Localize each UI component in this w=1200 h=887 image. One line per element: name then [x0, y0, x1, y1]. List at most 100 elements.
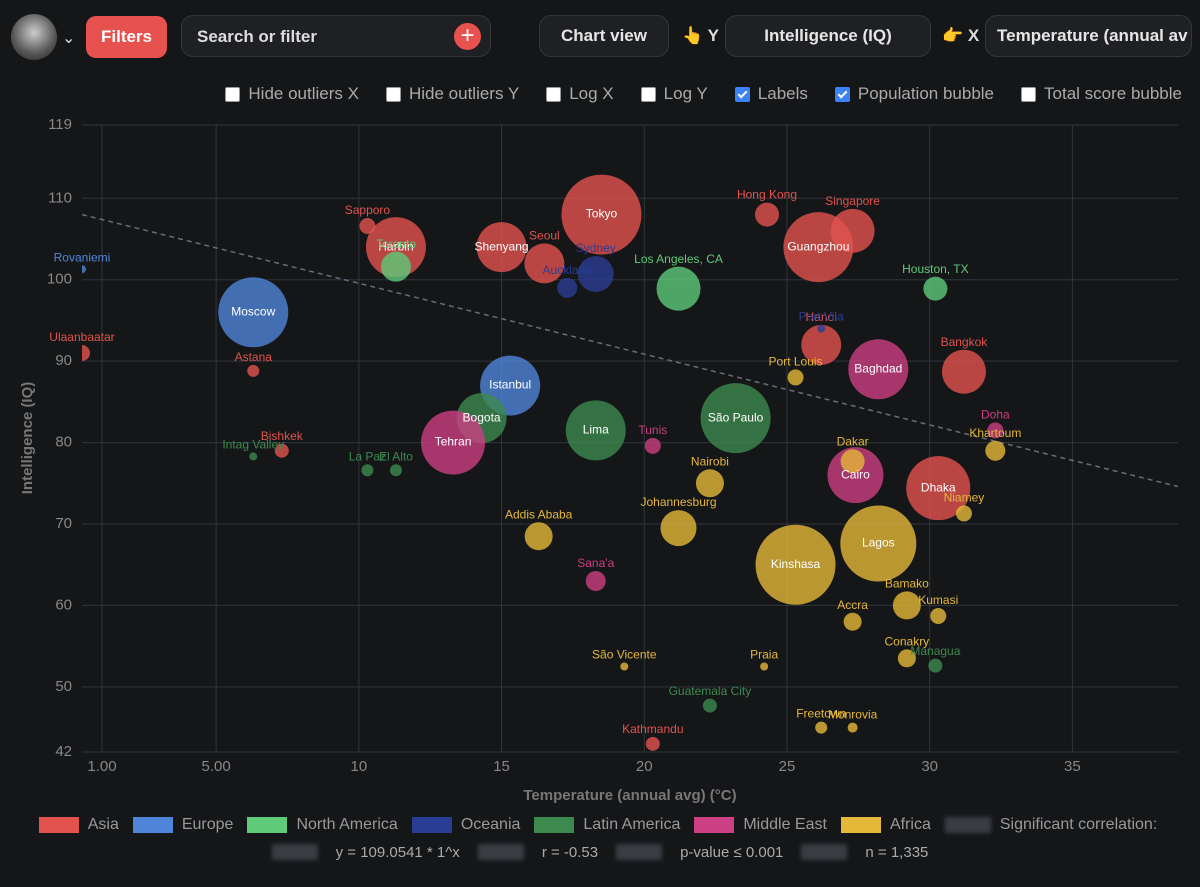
legend-item[interactable]: Middle East: [694, 816, 827, 834]
bubble: [848, 339, 909, 400]
bubble: [524, 522, 553, 551]
bubble: [941, 349, 986, 394]
checkbox[interactable]: [734, 86, 750, 102]
blurred-swatch: [944, 817, 991, 833]
x-tick-label: 15: [493, 758, 510, 775]
option[interactable]: Population bubble: [834, 84, 995, 104]
bubble-label: Guangzhou: [787, 239, 849, 253]
option-label: Labels: [757, 84, 808, 103]
bubble-label: Tokyo: [586, 207, 618, 221]
bubble-label: Harbin: [378, 239, 413, 253]
bubble-label: El Alto: [379, 449, 413, 463]
bubble: [249, 452, 258, 461]
option-label: Total score bubble: [1044, 84, 1182, 103]
bubble: [987, 422, 1004, 439]
bubble: [645, 736, 660, 751]
legend-item[interactable]: North America: [247, 816, 398, 834]
option[interactable]: Hide outliers Y: [385, 84, 520, 104]
legend-swatch: [411, 817, 452, 833]
option[interactable]: Log Y: [640, 84, 708, 104]
checkbox[interactable]: [225, 86, 241, 102]
x-tick-label: 35: [1064, 758, 1081, 775]
add-button[interactable]: +: [454, 23, 481, 50]
bubble-label: Addis Ababa: [505, 507, 573, 521]
bubble-label: Hanoi: [806, 310, 837, 324]
bubble-label: Shenyang: [475, 239, 529, 253]
chart-view-button[interactable]: Chart view: [539, 15, 669, 57]
legend-label: Middle East: [743, 816, 827, 833]
legend-item[interactable]: Latin America: [534, 816, 680, 834]
checkbox[interactable]: [385, 86, 401, 102]
option[interactable]: Total score bubble: [1021, 84, 1182, 104]
legend-swatch: [132, 817, 173, 833]
checkbox[interactable]: [546, 86, 562, 102]
bubble: [892, 591, 921, 620]
legend-swatch: [534, 817, 575, 833]
legend-item[interactable]: Europe: [132, 816, 233, 834]
bubble: [702, 698, 717, 713]
bubble-label: Dhaka: [921, 480, 956, 494]
bubble-label: Doha: [981, 408, 1010, 422]
bubble-label: Kumasi: [918, 593, 958, 607]
avatar[interactable]: [11, 14, 57, 60]
legend-item[interactable]: Africa: [840, 816, 931, 834]
bubble-label: Bishkek: [261, 429, 304, 443]
bubble-label: Astana: [235, 350, 273, 364]
bubble-label: Moscow: [231, 304, 275, 318]
bubble-label: Port Vila: [799, 310, 844, 324]
bubble: [695, 469, 724, 498]
bubble-label: Lagos: [862, 536, 895, 550]
legend-item[interactable]: Oceania: [411, 816, 520, 834]
bubble-label: Conakry: [885, 635, 930, 649]
bubble: [82, 345, 90, 361]
bubble-label: Tunis: [638, 423, 667, 437]
legend-item: Significant correlation:: [944, 816, 1157, 834]
bubble-label: Accra: [837, 598, 868, 612]
bubble-label: Sydney: [576, 241, 616, 255]
option-label: Hide outliers Y: [408, 84, 520, 103]
bubble-label: Kinshasa: [771, 557, 821, 571]
bubble-label: Sana'a: [577, 556, 614, 570]
checkbox[interactable]: [640, 86, 656, 102]
stat: r = -0.53: [541, 844, 599, 861]
filters-button[interactable]: Filters: [86, 16, 167, 58]
legend-label: North America: [296, 816, 398, 833]
avatar-chevron[interactable]: ⌄: [62, 30, 76, 47]
bubble-label: Hong Kong: [737, 188, 797, 202]
y-tick-label: 90: [55, 352, 72, 369]
bubble-label: Singapore: [825, 194, 880, 208]
option[interactable]: Labels: [734, 84, 808, 104]
bubble: [847, 722, 858, 733]
option[interactable]: Log X: [546, 84, 614, 104]
bubble-label: Sapporo: [345, 203, 391, 217]
blurred-swatch: [616, 844, 663, 860]
bubble: [801, 324, 842, 365]
legend-item[interactable]: Asia: [38, 816, 119, 834]
bubble-label: Freetown: [796, 707, 846, 721]
search-placeholder: Search or filter: [197, 27, 317, 46]
search-box[interactable]: Search or filter +: [181, 15, 491, 57]
bubble-label: São Paulo: [708, 410, 764, 424]
bubble: [644, 437, 661, 454]
checkbox[interactable]: [834, 86, 850, 102]
bubble-label: Bangkok: [941, 335, 989, 349]
y-field[interactable]: Intelligence (IQ): [725, 15, 931, 57]
bubble-label: Baghdad: [854, 361, 902, 375]
bubble: [476, 222, 527, 273]
bubble: [840, 505, 917, 582]
bubble-label: Bamako: [885, 577, 929, 591]
y-tick-label: 70: [55, 515, 72, 532]
option[interactable]: Hide outliers X: [225, 84, 359, 104]
legend-swatch: [247, 817, 288, 833]
bubble: [524, 243, 565, 284]
legend-swatch: [38, 817, 79, 833]
checkbox[interactable]: [1021, 86, 1037, 102]
bubble: [565, 400, 626, 461]
bubble: [389, 464, 402, 477]
bubble: [561, 174, 642, 255]
x-field[interactable]: Temperature (annual av: [985, 15, 1192, 57]
bubble-label: Nairobi: [691, 454, 729, 468]
option-label: Population bubble: [857, 84, 995, 103]
bubble-label: Intag Valley: [222, 438, 284, 452]
